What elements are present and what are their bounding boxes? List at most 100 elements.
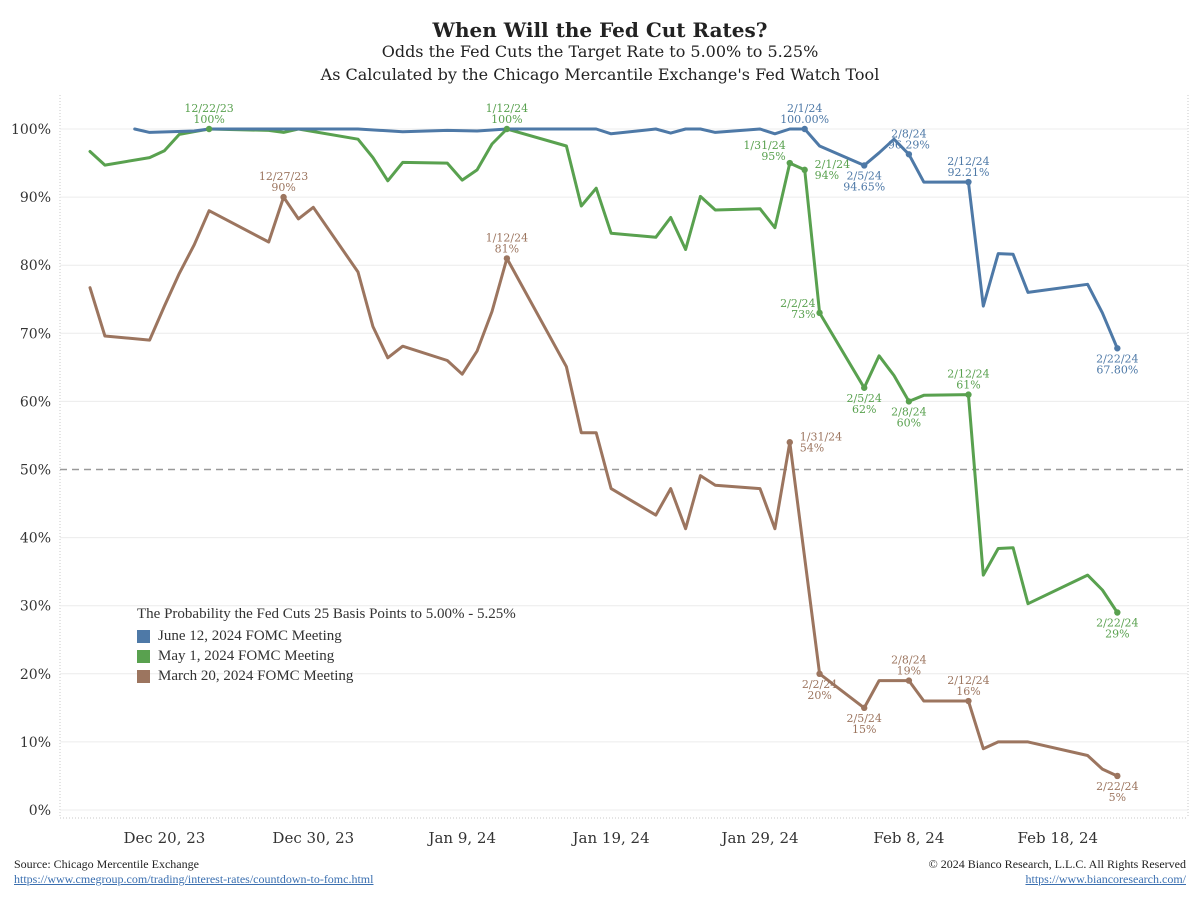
data-point-marker (786, 159, 793, 167)
series-line-0 (133, 127, 1119, 350)
series-line-2 (88, 195, 1119, 778)
data-point-marker (503, 125, 511, 133)
data-label: 62% (852, 403, 876, 416)
data-label: 2/12/24 (947, 368, 989, 381)
data-point-marker (1114, 609, 1121, 616)
data-label: 61% (956, 379, 980, 392)
data-label: 2/5/24 (847, 712, 882, 725)
data-label: 2/22/24 (1096, 352, 1138, 365)
chart-legend: The Probability the Fed Cuts 25 Basis Po… (137, 606, 516, 686)
x-tick-label: Feb 8, 24 (873, 829, 944, 847)
data-point-marker (1114, 345, 1121, 352)
data-label: 19% (897, 665, 921, 678)
legend-swatch-march (137, 669, 150, 683)
y-tick-label: 0% (29, 803, 51, 819)
y-tick-label: 20% (20, 667, 51, 683)
data-point-marker (861, 704, 868, 712)
data-point-marker (861, 384, 868, 391)
data-label: 100% (193, 113, 224, 126)
data-label: 95% (761, 150, 785, 163)
series-line-1 (88, 127, 1119, 614)
data-label: 2/22/24 (1096, 617, 1138, 630)
y-tick-label: 100% (11, 122, 51, 138)
x-tick-label: Jan 29, 24 (719, 829, 798, 847)
y-tick-label: 30% (20, 599, 51, 615)
x-tick-label: Dec 20, 23 (124, 829, 206, 847)
data-label: 2/12/24 (947, 674, 989, 687)
data-label: 2/8/24 (891, 654, 926, 667)
legend-swatch-june (137, 629, 150, 643)
data-label: 73% (791, 308, 815, 321)
data-label: 96.29% (888, 138, 930, 151)
data-label: 5% (1109, 791, 1126, 804)
legend-label-june: June 12, 2024 FOMC Meeting (158, 627, 342, 644)
y-tick-label: 60% (20, 394, 51, 410)
data-point-marker (280, 193, 287, 201)
x-tick-label: Jan 9, 24 (426, 829, 496, 847)
data-point-marker (965, 391, 972, 398)
legend-item-march: March 20, 2024 FOMC Meeting (137, 666, 516, 686)
y-tick-label: 70% (20, 326, 51, 342)
data-label: 67.80% (1096, 363, 1138, 376)
data-label: 2/8/24 (891, 127, 926, 140)
data-label: 100.00% (780, 113, 829, 126)
legend-item-may: May 1, 2024 FOMC Meeting (137, 646, 516, 666)
data-label: 2/1/24 (815, 158, 850, 171)
data-point-marker (816, 309, 823, 317)
website-link[interactable]: https://www.biancoresearch.com/ (1025, 872, 1186, 886)
data-label: 1/12/24 (486, 102, 528, 115)
source-link[interactable]: https://www.cmegroup.com/trading/interes… (14, 872, 374, 886)
source-note: Source: Chicago Mercentile Exchange (14, 857, 199, 871)
data-point-marker (786, 439, 793, 446)
data-point-marker (905, 677, 913, 684)
chart-subtitle-2: As Calculated by the Chicago Mercantile … (320, 65, 880, 84)
y-tick-label: 50% (20, 463, 51, 479)
legend-swatch-may (137, 649, 150, 663)
data-label: 2/1/24 (787, 102, 822, 115)
x-tick-label: Dec 30, 23 (272, 829, 354, 847)
data-label: 12/27/23 (259, 170, 308, 183)
data-label: 81% (495, 242, 519, 255)
data-point-marker (965, 178, 972, 186)
x-tick-label: Feb 18, 24 (1018, 829, 1099, 847)
data-label: 12/22/23 (184, 102, 233, 115)
data-label: 1/31/24 (800, 430, 842, 443)
data-label: 2/12/24 (947, 155, 989, 168)
chart-title: When Will the Fed Cut Rates? (432, 18, 768, 42)
data-label: 54% (800, 441, 824, 454)
data-point-marker (205, 125, 213, 133)
data-label: 90% (271, 181, 295, 194)
data-label: 1/12/24 (486, 231, 528, 244)
data-label: 20% (807, 689, 831, 702)
data-label: 15% (852, 723, 876, 736)
copyright-note: © 2024 Bianco Research, L.L.C. All Right… (928, 857, 1186, 871)
data-label: 2/2/24 (802, 678, 837, 691)
legend-label-march: March 20, 2024 FOMC Meeting (158, 667, 354, 684)
data-point-marker (861, 162, 868, 169)
data-label: 60% (897, 416, 921, 429)
chart-subtitle: Odds the Fed Cuts the Target Rate to 5.0… (381, 42, 819, 61)
data-label: 2/2/24 (780, 297, 815, 310)
data-label: 2/5/24 (847, 169, 882, 182)
data-label: 2/5/24 (847, 392, 882, 405)
legend-label-may: May 1, 2024 FOMC Meeting (158, 647, 335, 664)
data-point-marker (801, 166, 808, 174)
data-point-marker (1114, 772, 1121, 780)
x-tick-label: Jan 19, 24 (571, 829, 650, 847)
data-label: 94% (815, 169, 839, 182)
data-label: 100% (491, 113, 522, 126)
legend-title: The Probability the Fed Cuts 25 Basis Po… (137, 606, 516, 622)
y-tick-label: 40% (20, 531, 51, 547)
data-label: 94.65% (843, 180, 885, 193)
legend-item-june: June 12, 2024 FOMC Meeting (137, 626, 516, 646)
data-label: 16% (956, 685, 980, 698)
data-point-marker (816, 670, 823, 677)
y-tick-label: 90% (20, 190, 51, 206)
data-point-marker (905, 398, 913, 405)
y-tick-label: 80% (20, 258, 51, 274)
data-label: 1/31/24 (743, 139, 785, 152)
data-point-marker (503, 255, 511, 262)
data-label: 29% (1105, 628, 1129, 641)
data-label: 92.21% (947, 166, 989, 179)
